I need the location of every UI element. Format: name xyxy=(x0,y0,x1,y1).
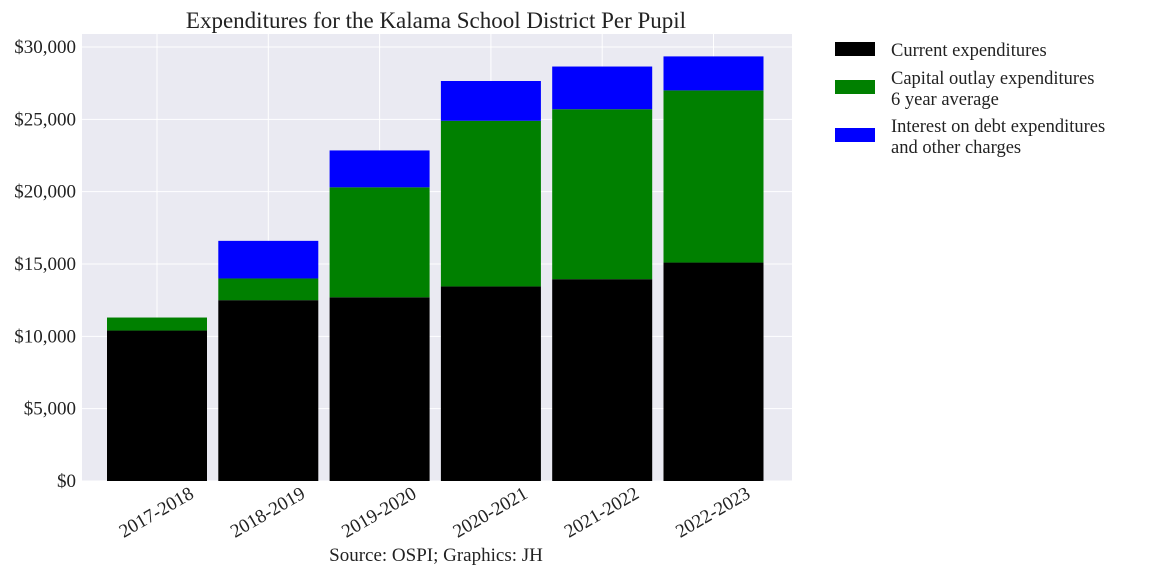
legend-label: and other charges xyxy=(891,138,1021,158)
bar-segment xyxy=(329,297,430,481)
bar-segment xyxy=(440,80,541,121)
legend-label: 6 year average xyxy=(891,90,999,110)
legend-label: Capital outlay expenditures xyxy=(891,69,1094,89)
bar-segment xyxy=(440,286,541,481)
bar-segment xyxy=(552,66,653,110)
bar-segment xyxy=(552,279,653,481)
bar-segment xyxy=(329,187,430,298)
legend-label: Current expenditures xyxy=(891,41,1047,61)
y-tick-label: $10,000 xyxy=(14,326,76,347)
x-tick-label: 2021-2022 xyxy=(561,483,643,542)
x-tick-label: 2017-2018 xyxy=(116,483,198,542)
bar-segment xyxy=(218,278,319,301)
y-tick-label: $5,000 xyxy=(24,399,76,420)
y-tick-label: $15,000 xyxy=(14,254,76,275)
x-tick-label: 2018-2019 xyxy=(227,483,309,542)
x-tick-label: 2022-2023 xyxy=(672,483,754,542)
bar-segment xyxy=(329,150,430,188)
bar-segment xyxy=(218,300,319,481)
x-tick-label: 2020-2021 xyxy=(450,483,532,542)
y-tick-label: $30,000 xyxy=(14,37,76,58)
legend-swatch xyxy=(835,80,875,94)
legend-label: Interest on debt expenditures xyxy=(891,117,1105,137)
bar-segment xyxy=(107,317,207,331)
bar-segment xyxy=(663,262,764,481)
bar-segment xyxy=(107,330,207,481)
bar-segment xyxy=(218,240,319,279)
legend-swatch xyxy=(835,128,875,142)
bar-segment xyxy=(663,90,764,263)
y-axis: $0 $5,000 $10,000 $15,000 $20,000 $25,000 $30,… xyxy=(14,37,76,492)
y-tick-label: $0 xyxy=(57,471,76,492)
y-tick-label: $20,000 xyxy=(14,182,76,203)
x-axis: 2017-2018 2018-2019 2019-2020 2020-2021 2021… xyxy=(116,483,754,542)
chart-title: Expenditures for the Kalama School Distr… xyxy=(186,8,686,33)
source-note: Source: OSPI; Graphics: JH xyxy=(329,545,543,566)
legend-swatch xyxy=(835,42,875,56)
bar-segment xyxy=(440,120,541,287)
bar-segment xyxy=(552,109,653,280)
bars xyxy=(107,56,764,481)
bar-segment xyxy=(663,56,764,91)
y-tick-label: $25,000 xyxy=(14,109,76,130)
legend: Current expenditures Capital outlay expen… xyxy=(835,41,1105,158)
x-tick-label: 2019-2020 xyxy=(338,483,420,542)
